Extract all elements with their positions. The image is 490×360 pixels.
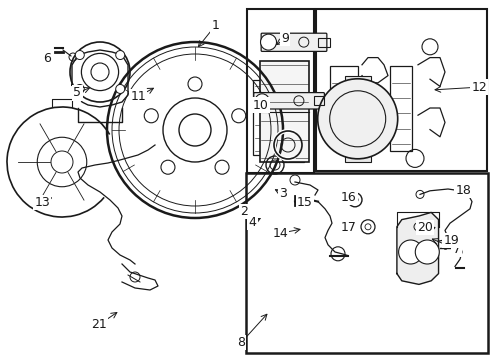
Bar xyxy=(247,9,314,173)
Bar xyxy=(246,173,488,353)
Text: 14: 14 xyxy=(272,227,288,240)
Circle shape xyxy=(261,34,276,50)
Text: 5: 5 xyxy=(74,86,81,99)
Circle shape xyxy=(144,109,158,123)
Circle shape xyxy=(232,109,246,123)
Text: 7: 7 xyxy=(453,243,461,256)
Text: 17: 17 xyxy=(341,221,357,234)
Circle shape xyxy=(255,94,269,108)
Text: 2: 2 xyxy=(240,205,248,218)
Circle shape xyxy=(416,240,439,264)
Bar xyxy=(253,80,281,155)
Text: 4: 4 xyxy=(248,216,256,229)
Text: 15: 15 xyxy=(297,196,313,209)
Text: 21: 21 xyxy=(91,318,107,331)
Bar xyxy=(282,82,304,162)
Text: 18: 18 xyxy=(456,184,471,197)
Text: 20: 20 xyxy=(417,221,433,234)
Bar xyxy=(390,66,412,151)
FancyBboxPatch shape xyxy=(254,93,324,109)
Text: 12: 12 xyxy=(471,81,487,94)
Text: 9: 9 xyxy=(281,32,289,45)
Bar xyxy=(316,9,487,171)
Circle shape xyxy=(399,240,422,264)
FancyBboxPatch shape xyxy=(261,33,327,51)
Circle shape xyxy=(179,114,211,146)
Circle shape xyxy=(188,77,202,91)
Bar xyxy=(260,61,309,162)
Text: 10: 10 xyxy=(253,99,269,112)
Text: 11: 11 xyxy=(130,90,146,103)
Bar xyxy=(314,96,324,105)
Text: 13: 13 xyxy=(34,196,50,209)
Bar xyxy=(318,38,330,47)
Circle shape xyxy=(116,50,125,59)
Text: 1: 1 xyxy=(212,19,220,32)
Text: 3: 3 xyxy=(279,187,287,200)
Polygon shape xyxy=(397,212,439,284)
Text: 16: 16 xyxy=(341,191,357,204)
Circle shape xyxy=(215,160,229,174)
Circle shape xyxy=(161,160,175,174)
Text: 8: 8 xyxy=(237,336,245,349)
Circle shape xyxy=(318,79,398,159)
Text: 6: 6 xyxy=(44,52,51,65)
Circle shape xyxy=(116,85,125,94)
Text: 19: 19 xyxy=(443,234,459,247)
Circle shape xyxy=(75,85,84,94)
Bar xyxy=(330,66,358,144)
Bar xyxy=(345,76,371,162)
Circle shape xyxy=(75,50,84,59)
